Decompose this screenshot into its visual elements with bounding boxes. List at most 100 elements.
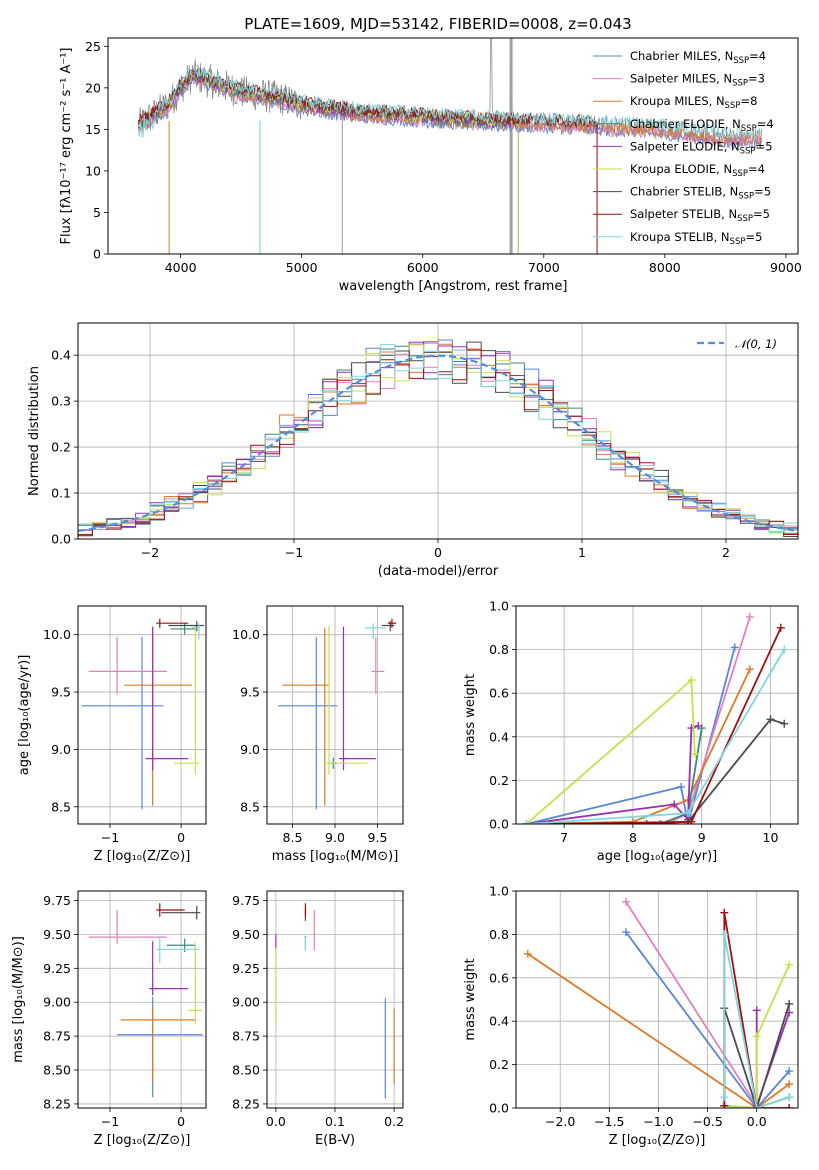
y-tick-label: 8.25 <box>232 1096 260 1111</box>
x-axis-label: E(B-V) <box>315 1133 355 1148</box>
legend-label-salpeter_elodie: Salpeter ELODIE, NSSP=5 <box>630 139 773 156</box>
x-tick-label: −1 <box>101 830 119 845</box>
x-tick-label: 9000 <box>770 260 802 275</box>
series-line-kroupa_elodie <box>724 964 791 1108</box>
panel-residuals: 𝒩(0, 1) −2 −1 0 1 2 0.0 0.1 0.2 0.3 0.4 (data-model… <box>27 322 799 579</box>
y-tick-label: 8.25 <box>43 1096 71 1111</box>
series-line-salpeter_miles <box>625 901 758 1107</box>
model-line-chabrier_stelib <box>137 68 598 254</box>
plot-area-age_vs_Z <box>78 606 206 824</box>
y-tick-label: 9.00 <box>43 995 71 1010</box>
y-tick-label: 9.0 <box>51 742 71 757</box>
axes-frame-spectrum <box>107 37 799 255</box>
y-tick-label: 0 <box>93 247 101 262</box>
y-tick-label: 0.0 <box>489 1101 509 1116</box>
y-axis-label: mass weight <box>463 958 478 1040</box>
panel-age_vs_Z: −1 0 8.5 9.0 9.5 10.0 Z [log₁₀(Z/Z⊙)] age [log₁… <box>17 605 207 864</box>
x-tick-label: −1 <box>285 545 303 560</box>
axes-frame-mass_weight_vs_Z <box>515 890 799 1109</box>
panel-mass_weight_vs_Z: −2.0 −1.5 −1.0 −0.5 0.0 0.0 0.2 0.4 0.6 0.8 1.0 Z [… <box>463 884 799 1148</box>
y-axis-label: age [log₁₀(age/yr)] <box>17 655 32 776</box>
plot-area-age_vs_mass <box>267 606 403 824</box>
legend-label-chabrier_miles: Chabrier MILES, NSSP=4 <box>630 49 766 66</box>
y-tick-label: 0.2 <box>489 773 509 788</box>
legend-label-chabrier_stelib: Chabrier STELIB, NSSP=5 <box>630 185 771 202</box>
series-point-kroupa_elodie <box>752 1032 761 1041</box>
y-tick-label: 25 <box>85 39 101 54</box>
y-tick-label: 9.25 <box>232 961 260 976</box>
series-line-kroupa_stelib <box>723 934 790 1108</box>
series-point-salpeter_stelib <box>720 1101 729 1108</box>
histogram-kroupa_stelib <box>78 344 798 533</box>
series-point-salpeter_stelib <box>776 623 785 632</box>
series-point-chabrier_stelib <box>642 820 651 824</box>
series-point-salpeter_elodie <box>694 721 703 730</box>
series-line-salpeter_elodie <box>526 725 699 824</box>
y-tick-label: 15 <box>85 122 101 137</box>
x-tick-label: 9.0 <box>325 830 345 845</box>
plot-area-mass_vs_ebv <box>267 891 403 1108</box>
y-tick-label: 1.0 <box>489 599 509 614</box>
x-tick-label: 0.1 <box>325 1114 345 1129</box>
series-point-salpeter_elodie <box>670 800 679 809</box>
series-point-kroupa_stelib <box>785 1093 794 1102</box>
y-tick-label: 9.75 <box>43 893 71 908</box>
x-axis-label: mass [log₁₀(M/M⊙)] <box>272 849 399 864</box>
panel-mass_vs_Z: −1 0 8.25 8.50 8.75 9.00 9.25 9.50 9.75 Z [log₁₀(… <box>11 890 207 1148</box>
plot-area-residuals <box>78 323 798 539</box>
legend-label-gaussian: 𝒩(0, 1) <box>735 337 777 351</box>
y-tick-label: 0.8 <box>489 642 509 657</box>
figure-title: PLATE=1609, MJD=53142, FIBERID=0008, z=0… <box>244 15 631 33</box>
series-point-salpeter_stelib <box>785 1104 794 1108</box>
series-point-kroupa_miles <box>785 1080 794 1089</box>
series-point-chabrier_miles <box>677 782 686 791</box>
y-tick-label: 0.6 <box>489 686 509 701</box>
panel-mass_weight_vs_age: 7 8 9 10 0.0 0.2 0.4 0.6 0.8 1.0 age [log₁₀(age/yr… <box>463 599 799 864</box>
series-point-salpeter_elodie <box>752 1006 761 1015</box>
y-tick-label: 10.0 <box>43 627 71 642</box>
x-tick-label: −2.0 <box>545 1114 575 1129</box>
x-axis-label: Z [log₁₀(Z/Z⊙)] <box>94 1133 191 1148</box>
series-point-chabrier_miles <box>785 1067 794 1076</box>
x-tick-label: −1.0 <box>643 1114 673 1129</box>
y-tick-label: 0.3 <box>51 394 71 409</box>
x-axis-label: age [log₁₀(age/yr)] <box>597 849 718 864</box>
x-tick-label: 7 <box>560 830 568 845</box>
series-point-salpeter_stelib <box>546 820 555 824</box>
x-tick-label: −0.5 <box>692 1114 722 1129</box>
y-tick-label: 8.75 <box>43 1029 71 1044</box>
series-point-kroupa_miles <box>523 949 532 958</box>
x-tick-label: 0.0 <box>266 1114 286 1129</box>
x-tick-label: 8 <box>629 830 637 845</box>
axes-frame-mass_vs_Z <box>77 890 207 1109</box>
series-point-chabrier_stelib <box>766 715 775 724</box>
gaussian-curve <box>78 354 798 532</box>
x-tick-label: 2 <box>722 545 730 560</box>
legend-label-kroupa_stelib: Kroupa STELIB, NSSP=5 <box>630 230 762 247</box>
series-point-kroupa_elodie <box>690 750 699 759</box>
y-tick-label: 9.25 <box>43 961 71 976</box>
y-tick-label: 10.0 <box>232 627 260 642</box>
y-tick-label: 8.5 <box>51 799 71 814</box>
x-tick-label: 8.5 <box>283 830 303 845</box>
y-tick-label: 0.2 <box>51 440 71 455</box>
series-point-kroupa_stelib <box>522 820 531 824</box>
x-tick-label: 0 <box>177 1114 185 1129</box>
series-point-salpeter_miles <box>622 897 631 906</box>
legend-label-salpeter_stelib: Salpeter STELIB, NSSP=5 <box>630 207 770 224</box>
panel-mass_vs_ebv: 0.0 0.1 0.2 8.25 8.50 8.75 9.00 9.25 9.50 9.75 E(B… <box>232 890 404 1148</box>
x-tick-label: 8000 <box>649 260 681 275</box>
legend-label-kroupa_elodie: Kroupa ELODIE, NSSP=4 <box>630 162 765 179</box>
y-tick-label: 9.50 <box>232 927 260 942</box>
x-tick-label: 0.0 <box>747 1114 767 1129</box>
x-tick-label: −1 <box>101 1114 119 1129</box>
y-tick-label: 8.50 <box>232 1063 260 1078</box>
plot-area-mass_vs_Z <box>78 891 206 1108</box>
series-line-chabrier_miles <box>526 647 736 824</box>
y-axis-label: mass weight <box>463 674 478 756</box>
x-axis-label: (data-model)/error <box>378 564 499 579</box>
series-point-kroupa_miles <box>745 665 754 674</box>
y-axis-label: mass [log₁₀(M/M⊙)] <box>11 936 26 1063</box>
axes-frame-mass_weight_vs_age <box>515 605 799 825</box>
